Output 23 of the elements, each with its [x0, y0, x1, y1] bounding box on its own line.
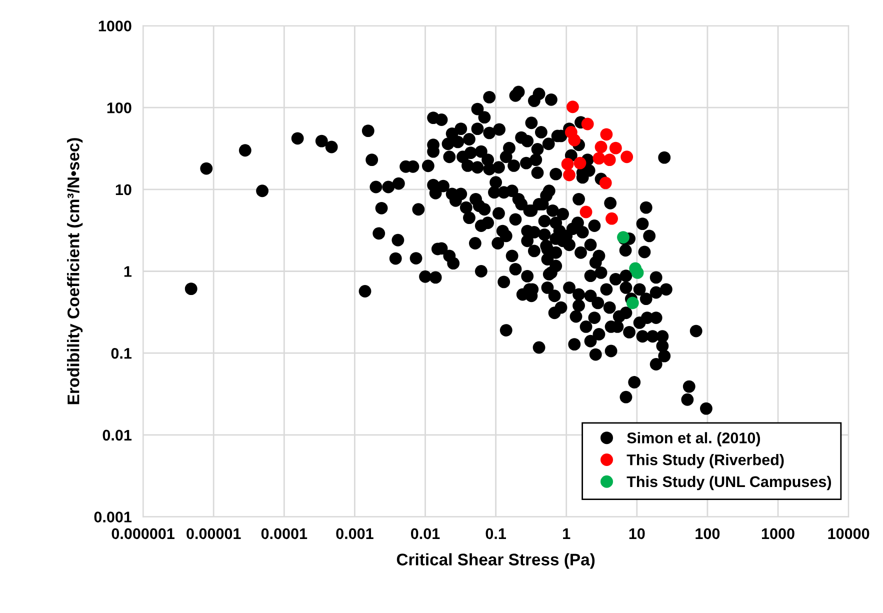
legend-label: This Study (Riverbed) [626, 454, 784, 468]
x-tick-label: 0.0001 [261, 528, 308, 540]
x-tick-label: 10000 [828, 528, 870, 540]
y-tick-label: 0.1 [111, 348, 132, 359]
y-tick-label: 100 [107, 102, 132, 114]
legend-label: This Study (UNL Campuses) [626, 476, 832, 490]
x-tick-label: 1 [563, 528, 570, 539]
x-tick-label: 100 [696, 528, 720, 540]
y-tick-label: 1000 [98, 20, 132, 32]
y-axis-title: Erodibility Coefficient (cm³/N•sec) [67, 138, 83, 404]
x-tick-label: 0.1 [486, 528, 506, 540]
y-tick-label: 1 [124, 266, 132, 277]
x-tick-label: 1000 [762, 528, 794, 540]
y-tick-label: 0.01 [102, 430, 132, 441]
x-tick-label: 10 [629, 528, 645, 540]
x-tick-label: 0.001 [336, 528, 374, 540]
x-tick-label: 0.01 [410, 528, 440, 540]
y-tick-label: 0.001 [94, 512, 132, 522]
x-tick-label: 0.000001 [112, 528, 174, 540]
x-axis-title: Critical Shear Stress (Pa) [396, 553, 595, 569]
y-tick-label: 10 [116, 184, 132, 196]
x-tick-label: 0.00001 [186, 528, 241, 540]
legend-label: Simon et al. (2010) [627, 432, 760, 446]
